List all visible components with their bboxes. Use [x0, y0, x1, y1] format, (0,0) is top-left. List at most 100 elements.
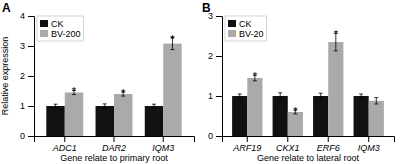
- x-axis-title: Gene relate to primary root: [60, 153, 168, 163]
- y-tick-label: 3: [20, 41, 25, 51]
- legend-frame: [225, 16, 267, 41]
- y-tick-label: 2: [208, 51, 213, 61]
- bar: [96, 106, 114, 136]
- x-tick: IQM3: [152, 136, 174, 153]
- error-bar-line: [361, 94, 362, 98]
- legend-frame: [37, 16, 84, 41]
- panel: 0123ARF19CKX1ERF6IQM3***Gene relate to l…: [208, 11, 395, 163]
- panel-label: A: [2, 1, 11, 15]
- legend: CKBV-200: [37, 16, 84, 41]
- y-tick-mark: [28, 76, 34, 77]
- x-tick-label: ARF19: [232, 143, 261, 153]
- y-tick-label: 1: [20, 101, 25, 111]
- bar: [46, 106, 64, 136]
- legend-swatch: [40, 20, 48, 27]
- y-tick-mark: [216, 96, 222, 97]
- x-tick-label: IQM3: [358, 143, 380, 153]
- x-tick: ADC1: [52, 136, 77, 153]
- x-tick-label: CKX1: [276, 143, 300, 153]
- error-bar-line: [359, 94, 363, 95]
- y-axis-line: [28, 17, 35, 137]
- error-bar-line: [359, 98, 363, 99]
- series: [46, 104, 163, 136]
- x-tick-mark: [247, 136, 248, 142]
- error-bar-line: [376, 98, 377, 104]
- x-tick: IQM3: [358, 136, 380, 153]
- x-tick: CKX1: [276, 136, 300, 153]
- error-bar-line: [103, 103, 107, 104]
- bar: [247, 78, 262, 136]
- error-bar-line: [55, 104, 56, 108]
- y-tick: 3: [20, 41, 34, 51]
- y-tick: 1: [20, 101, 34, 111]
- y-axis-title: Relative expression: [0, 37, 10, 116]
- error-bar-line: [152, 107, 156, 108]
- error-bar-line: [54, 107, 58, 108]
- y-axis: 0123: [208, 11, 223, 141]
- error-bar-line: [280, 93, 281, 99]
- bar: [273, 96, 288, 136]
- x-axis-title: Gene relate to lateral root: [257, 153, 360, 163]
- error-bar: [152, 104, 156, 108]
- bar: [354, 96, 369, 136]
- x-tick-mark: [287, 136, 288, 142]
- y-tick: 1: [208, 91, 222, 101]
- error-bar-line: [319, 93, 323, 94]
- series: [247, 33, 384, 136]
- error-bar-line: [238, 94, 242, 95]
- y-tick-label: 0: [208, 131, 213, 141]
- error-bar-line: [103, 108, 107, 109]
- y-tick: 4: [20, 11, 34, 21]
- bar: [114, 94, 132, 136]
- error-bar-line: [374, 97, 378, 98]
- bar: [369, 101, 384, 136]
- y-tick: 2: [20, 71, 34, 81]
- annotation: *: [170, 33, 175, 45]
- error-bar: [103, 104, 107, 108]
- legend-swatch: [228, 30, 236, 37]
- y-tick-mark: [216, 56, 222, 57]
- x-tick-mark: [114, 136, 115, 142]
- legend: CKBV-20: [225, 16, 267, 41]
- annotation: *: [253, 70, 258, 82]
- x-tick: ARF19: [232, 136, 261, 153]
- x-axis: ADC1 DAR2 IQM3: [35, 136, 195, 153]
- y-tick-mark: [216, 16, 222, 17]
- x-tick-label: ADC1: [52, 143, 77, 153]
- legend-swatch: [228, 20, 236, 27]
- x-tick-mark: [368, 136, 369, 142]
- annotation: *: [72, 85, 77, 97]
- error-bar-line: [319, 98, 323, 99]
- y-tick-label: 1: [208, 91, 213, 101]
- y-tick-mark: [216, 136, 222, 137]
- error-bar-line: [239, 94, 240, 98]
- annotation: *: [334, 28, 339, 40]
- error-bar-line: [278, 99, 282, 100]
- error-bar: [238, 94, 242, 98]
- y-axis-line: [216, 17, 223, 137]
- y-tick: 0: [20, 131, 34, 141]
- x-tick-label: DAR2: [102, 143, 126, 153]
- plot-area: [46, 38, 181, 136]
- y-tick: 0: [208, 131, 222, 141]
- x-tick-label: ERF6: [317, 143, 340, 153]
- legend-label: BV-20: [239, 29, 264, 39]
- error-bar: [374, 98, 378, 104]
- legend-swatch: [40, 30, 48, 37]
- panel-label: B: [202, 1, 211, 15]
- error-bar-line: [152, 104, 156, 105]
- y-tick-mark: [28, 136, 34, 137]
- error-bar-line: [238, 98, 242, 99]
- series: [65, 38, 182, 136]
- x-tick-mark: [328, 136, 329, 142]
- error-bar: [278, 93, 282, 99]
- error-bar-line: [54, 104, 58, 105]
- y-tick-label: 4: [20, 11, 25, 21]
- plot-area: [232, 33, 384, 136]
- x-axis: ARF19 CKX1 ERF6 IQM3: [223, 136, 395, 153]
- figure: 0 1 2 3 4 ADC1 DAR2 IQM3 * * * Gene relate to prima…: [0, 0, 400, 164]
- y-tick-label: 0: [20, 131, 25, 141]
- bar: [163, 44, 181, 136]
- x-tick-mark: [163, 136, 164, 142]
- error-bar-line: [104, 104, 105, 108]
